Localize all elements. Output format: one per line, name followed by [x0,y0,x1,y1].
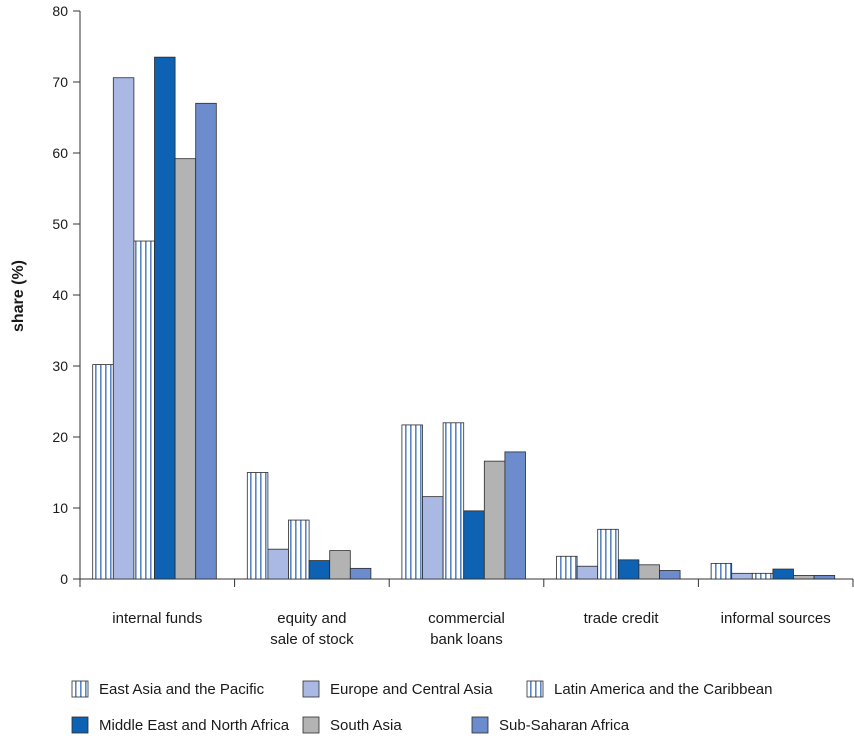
bars [92,56,836,580]
bar [597,528,619,580]
bar [442,422,465,580]
bar [504,451,526,580]
legend-label: Latin America and the Caribbean [554,681,772,698]
y-tick-label: 40 [52,287,68,303]
bar [401,424,423,580]
x-tick-label: internal funds [112,610,202,627]
x-tick-label: informal sources [721,610,831,627]
legend: East Asia and the Pacific Europe and Cent… [71,680,772,734]
bar [92,364,114,580]
y-tick-label: 70 [52,74,68,90]
y-tick-label: 10 [52,500,68,516]
bar [308,560,331,580]
bar [246,472,269,580]
bar [195,102,217,580]
bar [772,568,794,580]
legend-swatch [71,680,89,698]
legend-label: Middle East and North Africa [99,717,290,734]
legend-swatch [302,716,320,734]
y-axis-label: share (%) [10,260,27,332]
y-tick-label: 20 [52,429,68,445]
y-tick-label: 80 [52,3,68,19]
bar [556,555,578,580]
bar [813,575,836,580]
bar [154,56,176,580]
bar [617,559,640,580]
bar [751,572,774,580]
bar [483,460,506,580]
legend-label: East Asia and the Pacific [99,681,265,698]
bar [463,510,485,580]
bar [793,575,815,580]
x-tick-label: trade credit [584,610,660,627]
legend-label: Sub-Saharan Africa [499,717,630,734]
bar [576,565,599,580]
x-tick-label: commercial [428,610,505,627]
x-tick-label: bank loans [430,631,503,648]
legend-swatch [302,680,320,698]
legend-label: South Asia [330,717,402,734]
category-labels: internal funds equity and sale of stock com… [112,610,830,648]
x-axis [79,578,854,587]
legend-swatch [526,680,544,698]
bar [267,548,289,580]
bar [112,77,135,580]
y-tick-label: 0 [60,571,68,587]
x-tick-label: equity and [277,610,346,627]
bar [174,158,197,580]
bar [731,572,753,580]
y-tick-label: 50 [52,216,68,232]
bar [288,519,310,580]
x-tick-label: sale of stock [270,631,354,648]
bar [133,240,155,580]
bar [329,550,351,580]
bar [710,562,733,580]
legend-swatch [71,716,89,734]
y-axis: 0 10 20 30 40 50 60 70 80 [52,3,81,587]
y-tick-label: 60 [52,145,68,161]
bar [349,567,372,580]
bar [638,564,660,580]
y-tick-label: 30 [52,358,68,374]
legend-label: Europe and Central Asia [330,681,493,698]
bar [659,570,681,580]
legend-swatch [471,716,489,734]
bar [422,496,444,580]
